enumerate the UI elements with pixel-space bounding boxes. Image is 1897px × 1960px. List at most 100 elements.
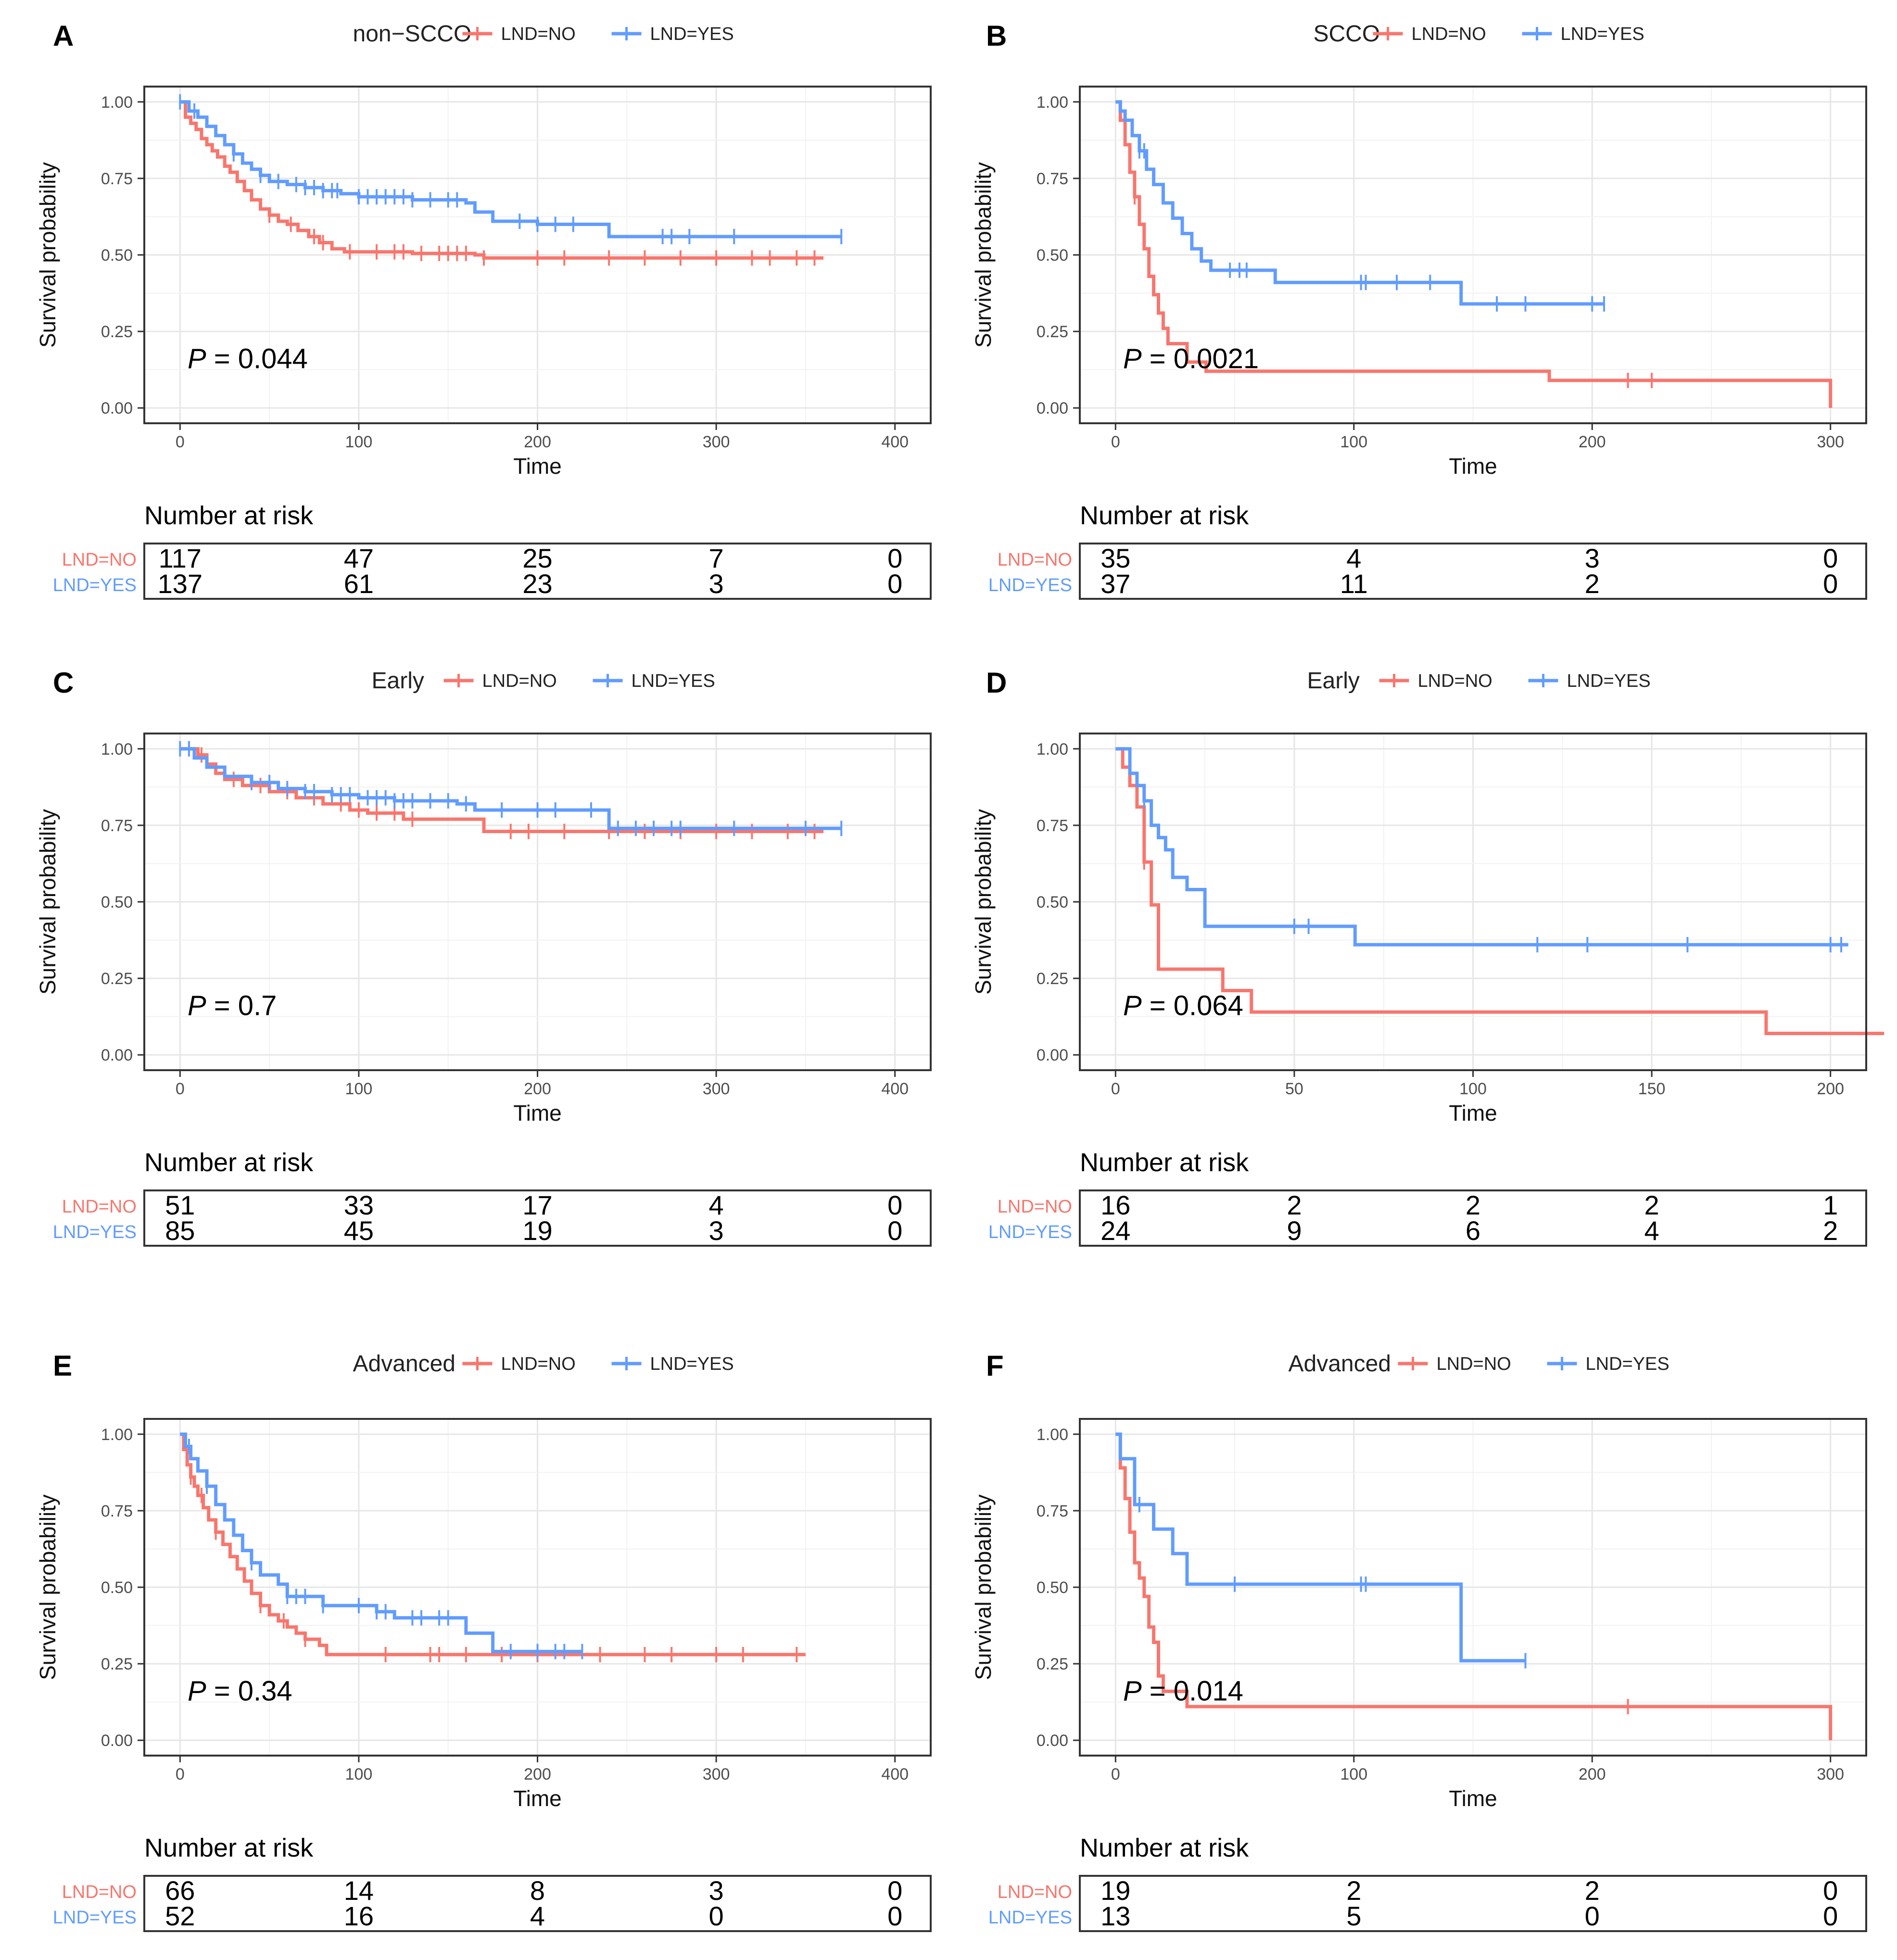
risk-row-label: LND=YES [53,575,137,595]
x-tick-label: 400 [881,1765,909,1783]
axes: 0.00 0.25 0.50 0.75 1.00 0 50 100 150 200 Time Surv… [971,740,1844,1125]
p-value: P = 0.014 [1123,1675,1243,1707]
y-tick-label: 0.00 [101,399,133,417]
x-tick-label: 150 [1638,1080,1666,1098]
risk-table-box [143,1875,932,1932]
y-axis-title: Survival probability [35,1494,60,1680]
legend-label: LND=NO [1418,671,1492,691]
km-curve [180,100,824,260]
x-axis-title: Time [513,1100,562,1125]
y-tick-label: 0.75 [101,170,133,188]
p-value: P = 0.0021 [1123,343,1259,374]
y-tick-label: 1.00 [101,93,133,112]
axes: 0.00 0.25 0.50 0.75 1.00 0 100 200 300 400 Time Sur… [35,1426,909,1811]
km-curve [1115,1432,1833,1741]
y-tick-label: 0.25 [101,1655,133,1673]
x-tick-label: 300 [1817,433,1844,451]
x-tick-label: 0 [1111,1080,1120,1098]
series-LND=NO [180,1432,806,1662]
y-tick-label: 0.00 [101,1046,133,1064]
risk-count: 0 [887,1901,902,1931]
legend-title: SCCO [1314,21,1380,47]
risk-count: 47 [344,543,374,573]
gridlines [1080,733,1866,1070]
legend-item: LND=NO [1373,24,1486,44]
risk-count: 85 [165,1215,195,1246]
x-tick-label: 200 [1817,1080,1844,1098]
x-tick-label: 300 [703,1765,730,1783]
y-tick-label: 1.00 [1037,1426,1068,1444]
risk-count: 4 [709,1190,724,1220]
risk-count: 2 [1466,1190,1480,1220]
risk-row-label: LND=YES [988,1222,1072,1242]
risk-count: 35 [1100,543,1130,573]
panel-E: E Advanced LND=NO LND=YES 0.00 0.25 0.50 0.75 1.… [35,1350,932,1932]
x-axis-title: Time [513,1786,562,1811]
km-curve [1115,100,1604,306]
risk-count: 11 [1340,569,1368,599]
risk-table-box [143,1189,932,1247]
y-tick-label: 0.00 [1037,1046,1068,1064]
p-value: P = 0.064 [1123,990,1243,1021]
risk-row-label: LND=YES [53,1222,137,1242]
y-tick-label: 0.50 [1037,893,1068,911]
risk-row-label: LND=NO [62,550,137,570]
risk-count: 52 [165,1901,195,1931]
risk-table-title: Number at risk [144,1148,314,1177]
y-tick-label: 0.75 [101,817,133,835]
risk-table-box [1079,1875,1867,1932]
risk-count: 4 [530,1901,545,1931]
risk-count: 23 [522,569,552,599]
legend-item: LND=YES [611,1354,734,1374]
y-tick-label: 0.75 [1037,170,1068,188]
risk-count: 3 [709,569,724,599]
risk-count: 117 [159,543,202,573]
y-tick-label: 0.50 [1037,246,1068,265]
legend: Advanced LND=NO LND=YES [1289,1351,1669,1377]
risk-count: 0 [709,1901,724,1931]
legend: Early LND=NO LND=YES [1307,668,1651,694]
x-tick-label: 50 [1285,1080,1303,1098]
legend-item: LND=NO [1379,671,1492,691]
x-tick-label: 100 [1340,433,1367,451]
y-tick-label: 0.00 [1037,1732,1068,1750]
legend-label: LND=NO [501,24,576,44]
km-curve [1115,1432,1526,1663]
legend-item: LND=YES [611,24,734,44]
x-tick-label: 200 [524,1080,551,1098]
km-curve [1115,747,1848,947]
gridlines [144,733,931,1070]
risk-count: 0 [1823,569,1838,599]
y-tick-label: 0.75 [101,1502,133,1520]
x-axis-title: Time [1449,1786,1497,1811]
legend-item: LND=YES [593,671,715,691]
y-tick-label: 0.25 [1037,1655,1068,1673]
legend: Early LND=NO LND=YES [372,668,715,694]
risk-count: 51 [165,1190,195,1220]
risk-count: 0 [887,1190,902,1220]
panel-letter: F [986,1350,1004,1382]
risk-row-label: LND=YES [988,1908,1072,1928]
y-tick-label: 1.00 [101,1426,133,1444]
y-axis-title: Survival probability [35,162,60,348]
legend: non−SCCO LND=NO LND=YES [353,21,734,47]
risk-count: 2 [1287,1190,1302,1220]
x-tick-label: 0 [1111,1765,1120,1783]
risk-count: 1 [1823,1190,1838,1220]
risk-count: 137 [158,569,202,599]
x-tick-label: 100 [1340,1765,1367,1783]
panel-C: C Early LND=NO LND=YES0.000.250.500.751.000… [35,667,932,1247]
legend-label: LND=YES [1567,671,1651,691]
series-LND=YES [1115,100,1605,312]
legend-label: LND=NO [501,1354,576,1374]
y-tick-label: 0.75 [1037,817,1068,835]
series-LND=NO [1115,100,1833,408]
axes: 0.00 0.25 0.50 0.75 1.00 0 100 200 300 Time Surviv… [971,1426,1844,1811]
risk-count: 16 [1100,1190,1130,1220]
legend-item: LND=NO [1398,1354,1511,1374]
risk-table-box [1079,543,1867,600]
risk-table-title: Number at risk [144,1834,314,1862]
